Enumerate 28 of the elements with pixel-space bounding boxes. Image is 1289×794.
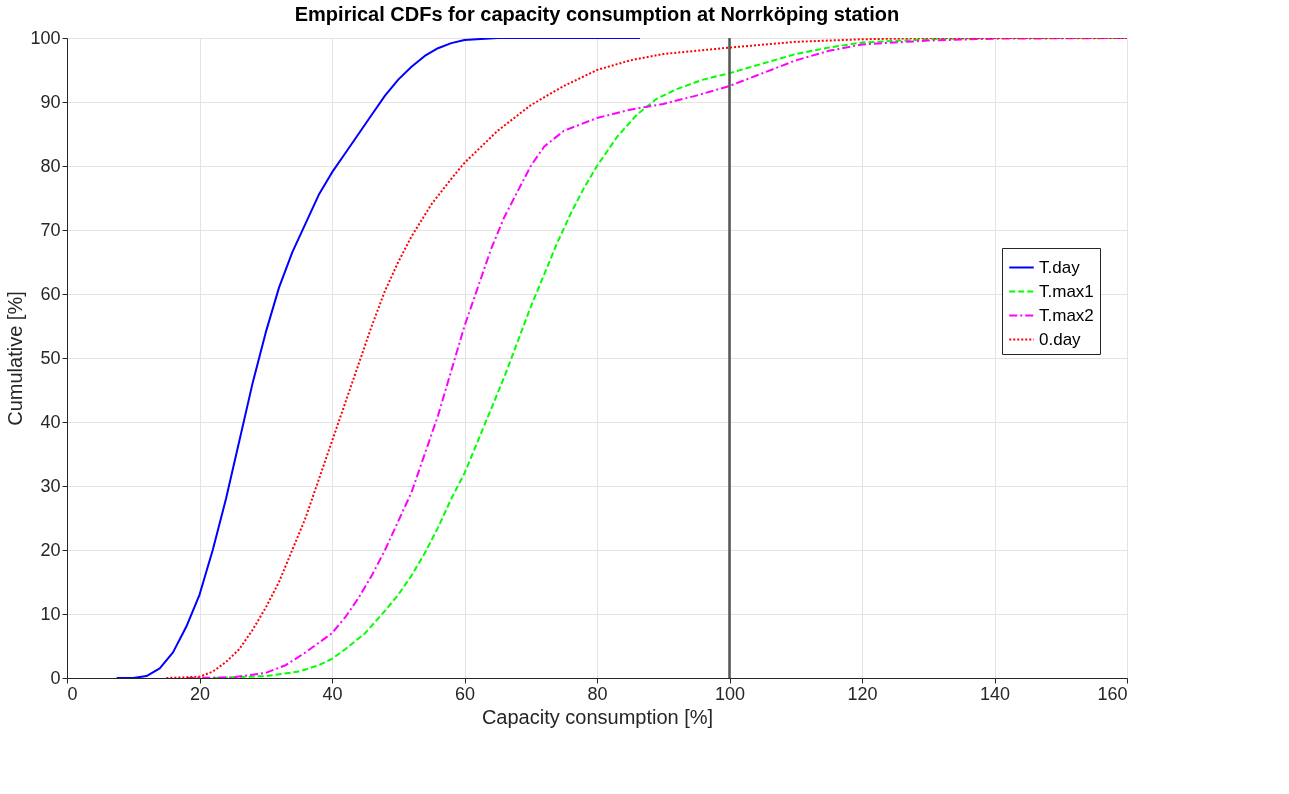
x-tick-label: 40 [322,683,343,704]
y-tick-label: 90 [40,91,61,112]
y-tick-label: 0 [50,667,61,688]
y-tick-label: 10 [40,603,61,624]
x-tick-label: 60 [454,683,476,704]
y-tick-label: 100 [30,27,61,48]
y-tick-label: 20 [40,539,61,560]
y-tick-label: 50 [40,347,61,368]
x-tick-label: 160 [1097,683,1128,704]
y-tick-label: 80 [40,155,61,176]
y-tick-label: 40 [40,411,61,432]
y-tick-label: 70 [40,219,61,240]
y-tick-label: 60 [40,283,61,304]
x-tick-label: 80 [587,683,608,704]
legend-label: T.day [1039,257,1081,277]
y-axis-title: Cumulative [%] [4,291,27,426]
chart-title: Empirical CDFs for capacity consumption at Norrköping station [294,3,900,25]
x-axis-title: Capacity consumption [%] [481,705,714,728]
y-tick-label: 30 [40,475,61,496]
x-tick-label: 20 [189,683,211,704]
legend-label: T.max2 [1039,305,1094,325]
x-tick-label: 140 [979,683,1011,704]
x-tick-label: 120 [847,683,878,704]
legend-label: 0.day [1039,329,1082,349]
line-series [115,38,642,678]
x-tick-label: 0 [67,683,78,704]
x-tick-label: 100 [714,683,746,704]
legend-label: T.max1 [1039,281,1094,301]
